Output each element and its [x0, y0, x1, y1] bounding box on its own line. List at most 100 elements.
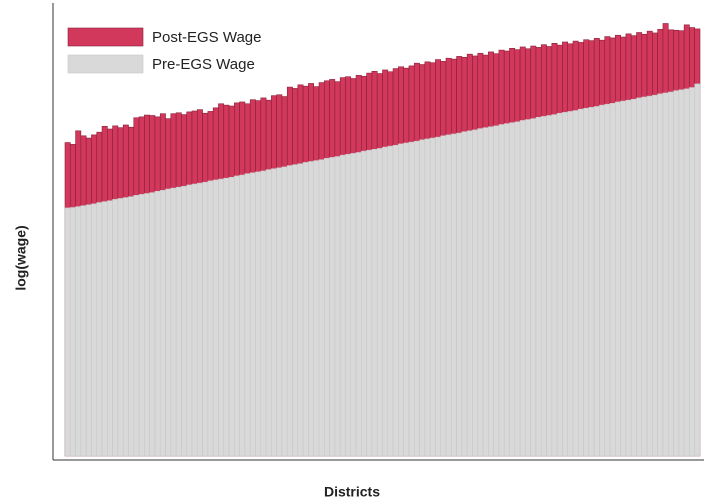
bar — [228, 176, 235, 457]
bar — [509, 122, 516, 457]
bar — [323, 158, 330, 457]
bar — [107, 200, 113, 457]
bar — [609, 103, 616, 457]
legend: Post-EGS Wage Pre-EGS Wage — [67, 27, 261, 74]
bar — [556, 112, 563, 457]
bar — [196, 182, 203, 457]
bar — [551, 114, 558, 457]
bar — [101, 201, 108, 457]
bar — [271, 168, 277, 457]
bar — [620, 100, 627, 457]
bar — [652, 94, 658, 457]
bar — [419, 139, 426, 457]
bar — [186, 184, 193, 457]
bar — [181, 186, 188, 457]
bar — [593, 106, 600, 457]
bar — [207, 180, 214, 457]
bar — [392, 144, 399, 457]
bar — [599, 104, 606, 457]
bar — [683, 88, 690, 457]
bar — [350, 153, 357, 457]
bar — [234, 175, 240, 457]
bar — [334, 156, 341, 457]
bar — [514, 121, 521, 457]
bar — [144, 193, 150, 457]
bar — [519, 120, 526, 457]
bar — [165, 188, 172, 457]
bar — [440, 135, 447, 457]
bar — [80, 205, 87, 457]
bar — [488, 126, 494, 457]
bar — [371, 149, 378, 457]
bar — [318, 159, 325, 457]
bar — [239, 174, 246, 457]
bar — [472, 129, 479, 457]
bar — [91, 203, 98, 457]
bar — [255, 171, 262, 457]
bar — [662, 92, 669, 457]
bar — [583, 107, 590, 457]
bar — [408, 141, 415, 457]
bar — [625, 99, 632, 457]
bar — [260, 170, 267, 457]
y-axis-label: log(wage) — [13, 225, 29, 290]
bar — [461, 131, 468, 457]
bar — [689, 87, 696, 457]
bar — [175, 186, 182, 457]
bar — [577, 108, 584, 457]
bar — [154, 190, 161, 457]
bar — [361, 150, 367, 457]
bar — [657, 93, 664, 457]
bar — [96, 202, 103, 457]
bar — [525, 119, 531, 457]
bar — [149, 192, 156, 457]
bar — [366, 149, 373, 457]
bars — [64, 23, 701, 457]
bar — [424, 138, 431, 457]
legend-label: Pre-EGS Wage — [152, 56, 255, 73]
bar — [313, 160, 320, 457]
bar — [398, 143, 404, 457]
bar — [572, 110, 579, 457]
bar — [112, 199, 119, 457]
bar — [540, 116, 547, 457]
bar — [673, 90, 680, 457]
bar — [138, 194, 145, 457]
bar — [435, 136, 442, 457]
bar — [170, 187, 177, 457]
bar — [69, 207, 76, 457]
bar — [493, 125, 500, 457]
bar — [308, 161, 315, 457]
bar — [75, 206, 82, 457]
bar — [387, 145, 394, 457]
bar — [339, 154, 346, 457]
bar — [286, 165, 293, 457]
bar — [445, 134, 452, 457]
bar — [244, 173, 251, 457]
bar — [604, 103, 611, 457]
bar — [355, 152, 362, 457]
bar — [159, 190, 166, 457]
bar — [482, 127, 489, 457]
bar — [466, 130, 473, 457]
bar — [265, 169, 272, 457]
bar — [646, 95, 653, 457]
bar — [588, 107, 595, 457]
bar — [212, 179, 219, 457]
bar — [85, 204, 92, 457]
bar — [429, 137, 436, 457]
bar — [562, 112, 569, 457]
bar — [64, 207, 71, 457]
bar — [297, 163, 304, 457]
bar — [376, 148, 383, 457]
legend-swatch — [67, 27, 144, 47]
bar — [477, 128, 484, 457]
bar — [191, 183, 198, 457]
bar — [450, 133, 457, 457]
bar — [636, 97, 643, 457]
bar — [302, 162, 309, 457]
bar — [117, 198, 124, 457]
bar — [503, 123, 510, 457]
bar — [276, 167, 283, 457]
bar — [535, 116, 542, 457]
